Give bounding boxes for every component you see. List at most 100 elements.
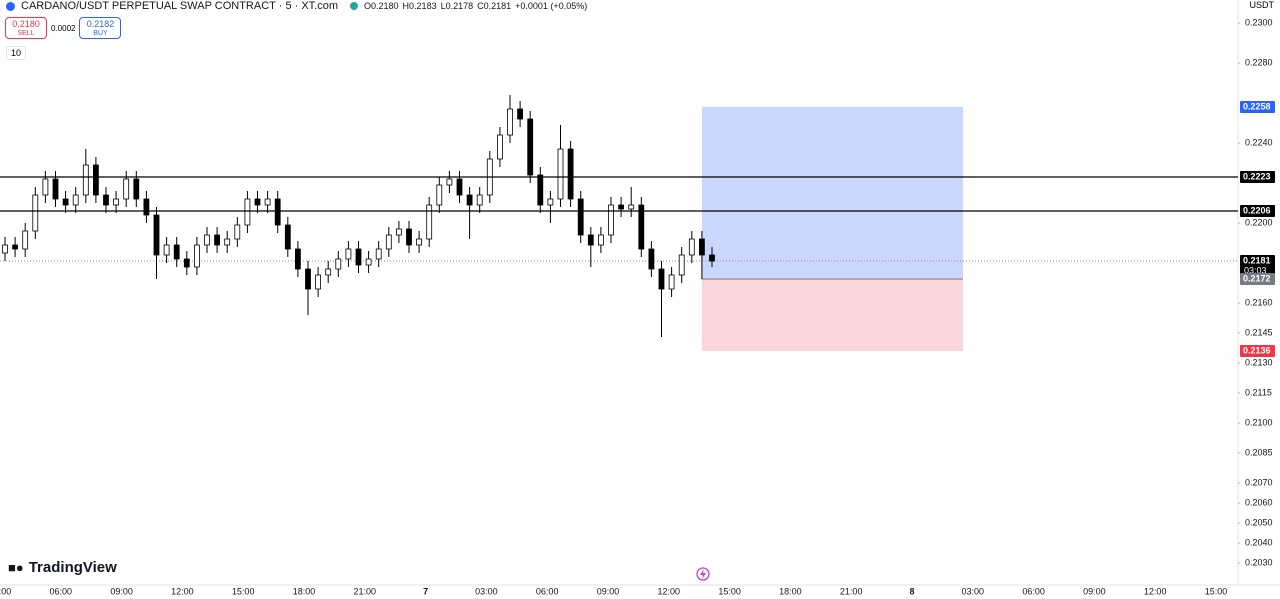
buy-price: 0.2182 (86, 19, 115, 29)
candle-body (436, 184, 443, 206)
logo[interactable]: ■● TradingView (8, 559, 117, 576)
candle-body (264, 198, 271, 206)
candle-body (547, 198, 554, 206)
spread: 0.0002 (51, 23, 76, 33)
price-label-box (1240, 255, 1275, 277)
y-tick-label: 0.2060 (1245, 497, 1273, 507)
sell-button[interactable]: 0.2180 SELL (5, 17, 47, 39)
candle-body (305, 268, 311, 290)
candle-body (82, 164, 89, 196)
x-tick-label: 12:00 (171, 586, 194, 596)
candle-body (325, 268, 332, 276)
y-tick-label: 0.2280 (1245, 57, 1273, 67)
y-tick-label: 0.2130 (1245, 357, 1273, 367)
x-tick-label: 7 (423, 586, 428, 596)
candle-body (658, 268, 665, 290)
candle-body (537, 174, 544, 206)
x-tick-label: 09:00 (597, 586, 620, 596)
candle-body (274, 198, 281, 226)
x-tick-label: 06:00 (1022, 586, 1045, 596)
candle-body (214, 234, 221, 246)
buy-label: BUY (93, 30, 108, 37)
header: CARDANO/USDT PERPETUAL SWAP CONTRACT · 5… (6, 0, 587, 12)
lightning-icon[interactable] (696, 567, 710, 581)
y-tick-label: 0.2115 (1245, 387, 1272, 397)
countdown: 03:03 (1244, 265, 1267, 275)
candle-body (395, 228, 402, 236)
lightning-glyph (700, 569, 706, 579)
ohlc-high: H0.2183 (402, 1, 437, 11)
candle-body (527, 118, 534, 176)
candle-body (113, 198, 119, 206)
candle-body (618, 204, 624, 210)
sell-price: 0.2180 (12, 19, 40, 29)
candle-body (598, 234, 604, 246)
buy-button[interactable]: 0.2182 BUY (79, 17, 122, 39)
x-tick-label: 15:00 (232, 586, 255, 596)
candle-body (153, 214, 160, 256)
price-label: 0.2258 (1243, 101, 1271, 111)
y-tick-label: 0.2160 (1245, 297, 1273, 307)
candle-body (456, 178, 463, 196)
y-tick-label: 0.2300 (1245, 17, 1273, 27)
ohlc-close: C0.2181 (477, 1, 512, 11)
interval[interactable]: 10 (6, 46, 27, 60)
price-label-box (1240, 171, 1275, 183)
candle-body (193, 244, 200, 268)
x-tick-label: 03:00 (475, 586, 498, 596)
price-label-box (1240, 345, 1275, 357)
candle-body (123, 178, 130, 200)
stop-zone (702, 279, 963, 351)
candle-body (244, 198, 251, 226)
x-tick-label: 03:00 (0, 586, 11, 596)
candle-body (688, 238, 695, 256)
price-label: 0.2223 (1243, 171, 1271, 181)
x-tick-label: 21:00 (840, 586, 863, 596)
candle-body (496, 134, 503, 160)
candle-body (365, 258, 372, 266)
ohlc-change: +0.0001 (+0.05%) (515, 1, 588, 11)
candle-body (22, 230, 29, 250)
candle-body (678, 254, 685, 276)
ohlc-low: L0.2178 (440, 1, 474, 11)
price-label: 0.2172 (1243, 273, 1271, 283)
x-tick-label: 15:00 (1205, 586, 1228, 596)
candle-body (416, 238, 423, 246)
candle-body (52, 178, 59, 200)
candle-body (587, 234, 594, 246)
candle-body (628, 204, 635, 210)
candle-body (466, 194, 473, 206)
symbol-icon (6, 1, 15, 11)
y-tick-label: 0.2040 (1245, 537, 1273, 547)
logo-text: TradingView (28, 559, 117, 576)
x-tick-label: 09:00 (1083, 586, 1106, 596)
y-tick-label: 0.2050 (1245, 517, 1273, 527)
candle-body (476, 194, 483, 206)
trade-panel: 0.2180 SELL 0.0002 0.2182 BUY (5, 17, 122, 39)
currency[interactable]: USDT (1249, 0, 1275, 10)
x-tick-label: 8 (909, 586, 914, 596)
candle-body (648, 248, 655, 270)
candle-body (294, 248, 301, 270)
candle-body (204, 234, 210, 246)
candle-body (2, 244, 8, 254)
candle-body (335, 258, 342, 270)
candle-body (699, 238, 705, 256)
x-tick-label: 12:00 (1144, 586, 1167, 596)
candle-body (93, 164, 99, 196)
candle-body (315, 274, 322, 290)
ohlc: O0.2180 H0.2183 L0.2178 C0.2181 +0.0001 … (364, 1, 587, 11)
candle-body (234, 224, 241, 240)
candle-body (72, 194, 79, 206)
x-tick-label: 15:00 (718, 586, 741, 596)
x-tick-label: 18:00 (293, 586, 316, 596)
y-tick-label: 0.2070 (1245, 477, 1273, 487)
x-tick-label: 06:00 (50, 586, 73, 596)
symbol[interactable]: CARDANO/USDT PERPETUAL SWAP CONTRACT · 5… (21, 0, 339, 12)
price-label-box (1240, 101, 1275, 113)
candle-body (143, 198, 150, 216)
candle-body (355, 248, 362, 266)
target-zone (702, 107, 963, 279)
